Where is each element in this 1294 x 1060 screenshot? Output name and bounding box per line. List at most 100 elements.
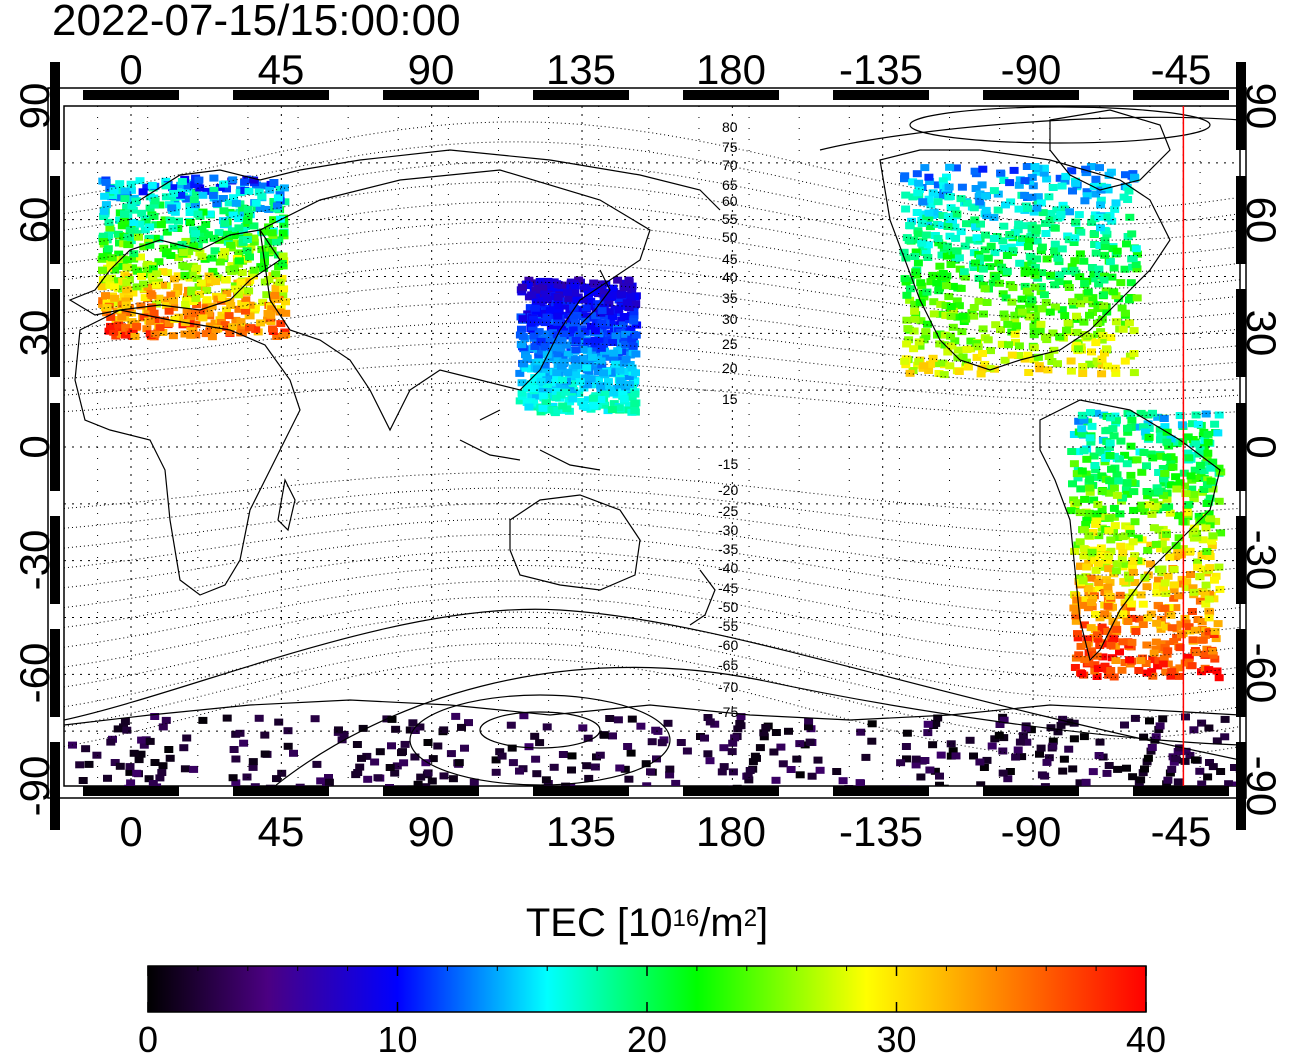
tec-cell	[162, 228, 172, 236]
tec-cell	[1091, 466, 1101, 474]
tec-cell	[1079, 416, 1089, 424]
tec-cell	[943, 242, 952, 250]
tec-cell	[1033, 193, 1043, 201]
tec-cell	[567, 752, 577, 760]
tec-cell	[1189, 726, 1199, 734]
tec-cell	[549, 344, 559, 352]
tec-cell	[571, 346, 581, 354]
tec-cell	[1066, 507, 1076, 515]
tec-cell	[1167, 668, 1177, 676]
tec-cell	[249, 222, 259, 230]
tec-cell	[542, 296, 552, 303]
tec-cell	[1126, 412, 1136, 420]
tec-cell	[295, 783, 305, 786]
tec-cell	[1201, 459, 1211, 467]
tec-cell	[225, 297, 235, 305]
tec-cell	[974, 274, 984, 282]
tec-cell	[979, 764, 989, 771]
tec-cell	[127, 202, 137, 210]
tec-cell	[1041, 230, 1051, 237]
tec-cell	[946, 312, 956, 320]
tec-cell	[583, 338, 593, 346]
tec-cell	[273, 202, 282, 210]
frame-tick	[533, 90, 629, 100]
tec-cell	[1111, 292, 1121, 300]
tec-cell	[1068, 187, 1077, 195]
tec-cell	[1202, 500, 1212, 507]
tec-cell	[126, 180, 136, 188]
tec-cell	[497, 752, 507, 760]
tec-cell	[271, 238, 281, 246]
tec-cell	[1083, 585, 1093, 592]
tec-cell	[210, 247, 220, 255]
tec-cell	[1161, 623, 1171, 631]
tec-cell	[1166, 672, 1176, 680]
tec-cell	[1150, 503, 1160, 511]
tec-cell	[544, 406, 554, 414]
tec-cell	[1068, 480, 1077, 488]
tec-cell	[1147, 744, 1157, 751]
tec-cell	[1072, 341, 1082, 349]
tec-cell	[1216, 768, 1226, 775]
tec-cell	[519, 360, 529, 368]
tec-cell	[608, 284, 618, 292]
tec-cell	[719, 744, 729, 752]
tec-cell	[1078, 370, 1088, 377]
right-lat-tick-label: 0	[1238, 435, 1285, 458]
tec-cell	[1070, 257, 1080, 265]
magnetic-contour	[64, 241, 1240, 305]
tec-cell	[1100, 237, 1110, 244]
tec-cell	[207, 254, 217, 262]
tec-cell	[1163, 647, 1173, 655]
tec-cell	[543, 277, 553, 285]
tec-cell	[240, 178, 250, 186]
tec-cell	[173, 225, 183, 232]
tec-cell	[651, 726, 661, 734]
tec-cell	[1016, 304, 1025, 312]
tec-cell	[647, 738, 657, 746]
tec-cell	[948, 323, 958, 331]
tec-cell	[595, 751, 605, 759]
tec-cell	[571, 336, 581, 344]
tec-cell	[957, 183, 967, 191]
tec-cell	[978, 281, 988, 289]
tec-cell	[1089, 270, 1099, 278]
tec-cell	[185, 219, 195, 226]
tec-cell	[596, 357, 606, 365]
tec-cell	[620, 284, 630, 292]
tec-cell	[215, 258, 225, 266]
tec-cell	[142, 183, 152, 191]
tec-cell	[569, 314, 579, 322]
tec-cell	[1124, 187, 1134, 195]
contour-label: 25	[722, 336, 738, 352]
tec-cell	[526, 319, 536, 327]
tec-cell	[226, 241, 236, 249]
tec-cell	[996, 326, 1005, 334]
tec-cell	[1181, 490, 1191, 498]
tec-cell	[1148, 454, 1158, 462]
tec-cell	[1050, 281, 1060, 289]
tec-cell	[1088, 553, 1098, 560]
tec-cell	[532, 392, 541, 400]
tec-cell	[1037, 305, 1047, 313]
tec-cell	[519, 712, 529, 720]
tec-cell	[1017, 753, 1027, 761]
tec-cell	[1037, 243, 1047, 251]
tec-cell	[410, 753, 420, 761]
tec-cell	[1157, 569, 1167, 577]
tec-cell	[1111, 657, 1121, 664]
tec-cell	[1069, 239, 1079, 246]
tec-cell	[867, 737, 877, 745]
tec-cell	[1120, 357, 1130, 365]
tec-cell	[259, 228, 269, 236]
tec-cell	[1106, 536, 1116, 544]
tec-cell	[1212, 667, 1222, 675]
contour-label: -55	[718, 618, 738, 634]
tec-cell	[1220, 733, 1230, 741]
tec-cell	[946, 332, 956, 340]
tec-cell	[213, 274, 223, 282]
tec-cell	[1127, 638, 1137, 646]
tec-cell	[1101, 427, 1111, 435]
tec-cell	[1102, 345, 1111, 353]
tec-cell	[960, 273, 970, 281]
